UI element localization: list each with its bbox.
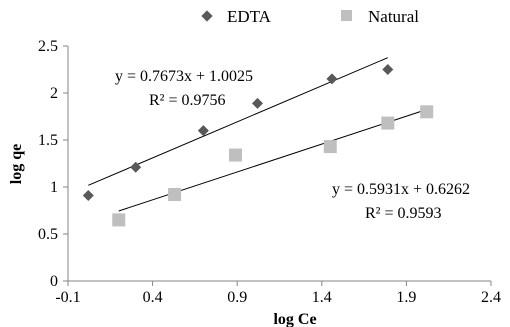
trendline-edta [88,57,388,186]
point-edta [197,125,209,137]
legend-label-edta: EDTA [227,7,272,26]
y-tick-label: 1 [50,179,58,196]
point-natural [420,105,434,119]
legend-item-natural: Natural [341,7,419,26]
point-natural [381,116,395,130]
point-edta [326,73,338,85]
point-natural [229,148,243,162]
point-edta [382,64,394,75]
y-tick-label: 0.5 [38,226,58,243]
x-tick-label: -0.1 [55,289,80,306]
x-tick-label: 1.4 [312,289,332,306]
legend-marker-natural [341,10,352,21]
r-squared-natural: R² = 0.9593 [365,205,442,222]
x-tick-label: 2.4 [481,289,501,306]
point-natural [323,140,337,154]
y-tick-label: 1.5 [38,132,58,149]
data-points [82,64,434,227]
x-tick-label: 0.9 [227,289,247,306]
equation-edta: y = 0.7673x + 1.0025 [115,68,253,85]
point-edta [130,161,142,173]
point-natural [168,188,182,202]
y-tick-label: 2.5 [38,38,58,55]
point-edta [252,97,264,109]
axis-ticks: -0.1 0.4 0.9 1.4 1.9 2.4 0 0.5 1 1.5 2 2.5 [38,38,501,306]
legend-item-edta: EDTA [201,7,272,26]
point-natural [112,213,126,227]
y-tick-label: 0 [50,273,58,290]
r-squared-edta: R² = 0.9756 [149,92,226,109]
y-tick-label: 2 [50,85,58,102]
point-edta [82,189,94,201]
x-axis-title: log Ce [273,311,316,327]
equation-natural: y = 0.5931x + 0.6262 [332,181,470,198]
legend-marker-edta [201,10,213,22]
x-tick-label: 1.9 [396,289,416,306]
y-axis-title: log qe [8,144,25,184]
legend: EDTA Natural [201,7,419,26]
legend-label-natural: Natural [368,7,419,26]
x-tick-label: 0.4 [143,289,163,306]
